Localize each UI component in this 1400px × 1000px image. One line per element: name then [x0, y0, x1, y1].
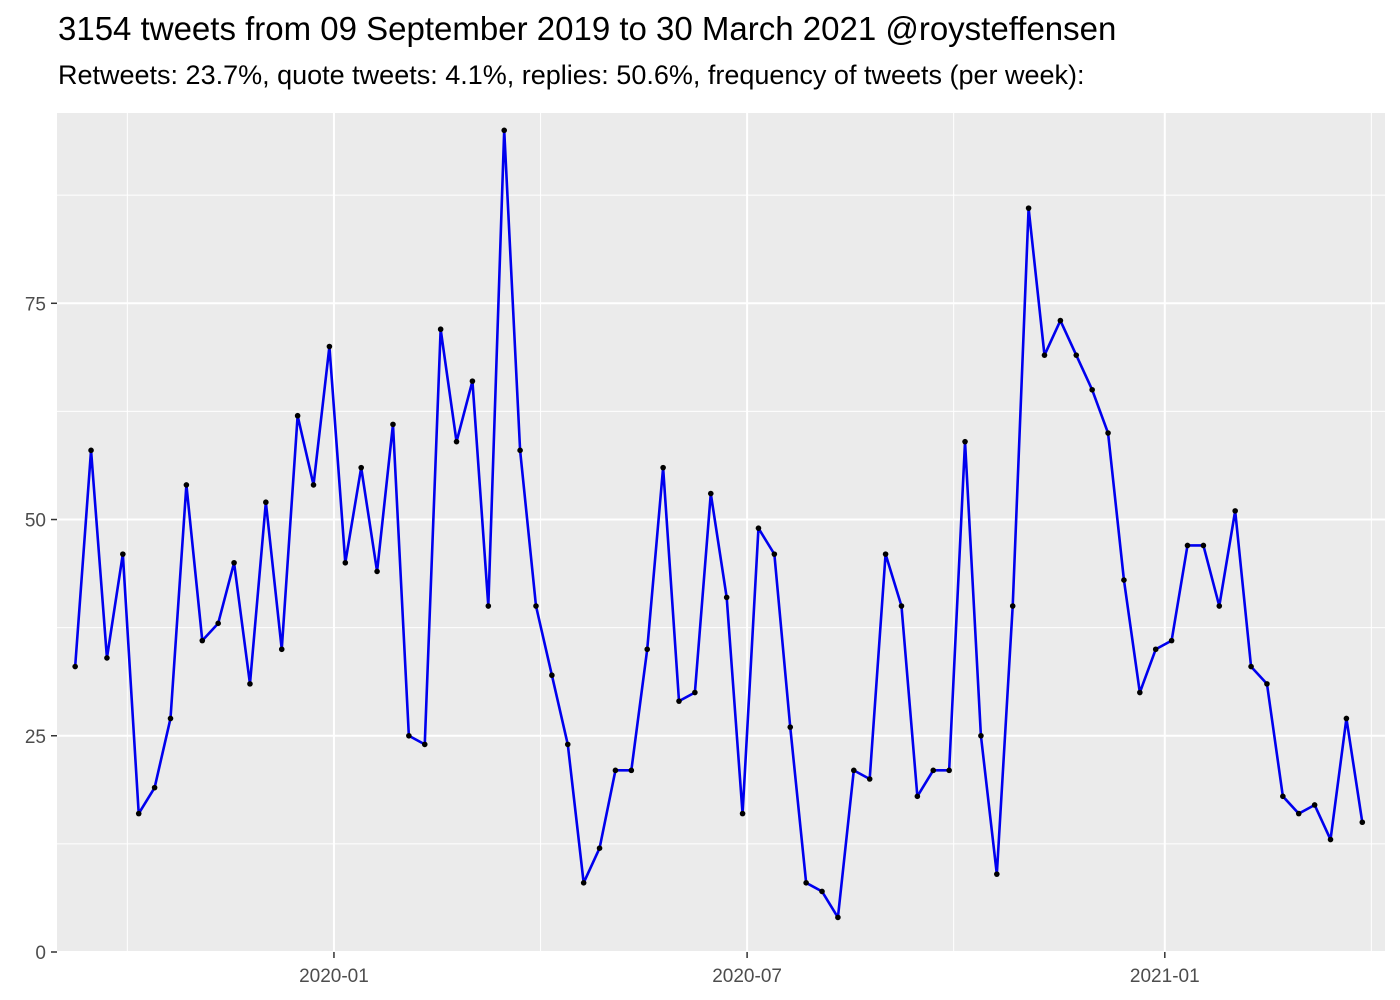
data-point [1359, 819, 1366, 826]
data-point [167, 715, 174, 722]
data-point [1089, 386, 1095, 393]
data-point [1200, 542, 1207, 549]
data-point [469, 378, 476, 384]
data-point [263, 499, 269, 506]
data-point [1041, 352, 1048, 358]
data-point [1152, 646, 1159, 653]
data-point [215, 620, 221, 627]
data-point [755, 525, 762, 531]
data-point [1343, 715, 1350, 722]
data-point [628, 767, 635, 774]
data-point [533, 603, 539, 609]
data-point [390, 421, 396, 428]
data-point [819, 888, 825, 895]
data-point [1216, 603, 1223, 609]
data-point [1137, 689, 1143, 696]
data-point [406, 732, 412, 739]
data-point [1327, 836, 1334, 843]
data-point [1295, 810, 1302, 817]
data-point [120, 551, 126, 557]
chart-subtitle: Retweets: 23.7%, quote tweets: 4.1%, rep… [58, 60, 1085, 90]
data-point [1057, 317, 1064, 324]
data-point [898, 603, 905, 609]
data-point [787, 724, 794, 730]
y-tick-label: 75 [25, 294, 46, 315]
data-point [612, 767, 619, 774]
data-point [1009, 603, 1016, 609]
data-point [278, 646, 285, 653]
data-point [1248, 663, 1254, 670]
data-point [803, 880, 809, 886]
y-tick-label: 50 [25, 511, 46, 532]
data-point [994, 871, 1000, 877]
data-point [596, 845, 603, 852]
chart-title: 3154 tweets from 09 September 2019 to 30… [58, 10, 1117, 47]
data-point [1121, 577, 1127, 583]
data-point [183, 482, 190, 488]
data-point [851, 767, 857, 774]
data-point [437, 326, 444, 333]
data-point [580, 880, 587, 886]
data-point [1025, 205, 1032, 211]
data-point [294, 412, 301, 419]
data-point [1280, 793, 1286, 800]
minor-gridlines [57, 113, 1385, 952]
data-point [962, 438, 968, 445]
data-point [310, 482, 317, 488]
data-point [707, 490, 714, 497]
data-point [421, 741, 428, 748]
x-tick-label: 2020-07 [712, 966, 782, 987]
data-point [660, 464, 666, 471]
data-point [1311, 802, 1318, 808]
y-tick-label: 25 [25, 727, 46, 748]
data-point [723, 594, 730, 601]
data-point [1105, 430, 1111, 436]
data-point [135, 810, 142, 817]
data-point [882, 551, 889, 557]
data-point [549, 672, 555, 679]
y-tick-label: 0 [35, 943, 46, 964]
data-point [485, 603, 492, 609]
data-point [676, 698, 682, 704]
data-point [358, 464, 364, 471]
data-point [771, 551, 778, 557]
major-gridlines [57, 113, 1385, 953]
data-point [342, 559, 349, 566]
data-point [564, 741, 571, 748]
data-point [835, 914, 841, 921]
data-point [453, 438, 460, 445]
y-axis: 0 25 50 75 [25, 294, 57, 964]
data-point [88, 447, 94, 454]
series-line [73, 129, 1364, 919]
data-point [1232, 508, 1238, 514]
data-point [946, 767, 952, 774]
data-point [1184, 542, 1191, 549]
data-point [517, 447, 523, 454]
data-point [326, 343, 333, 350]
x-axis: 2020-01 2020-07 2021-01 [299, 952, 1200, 987]
data-point [930, 767, 937, 774]
data-point [914, 793, 921, 800]
data-point [1073, 352, 1080, 358]
data-point [692, 689, 698, 696]
data-point [739, 810, 746, 817]
data-point [978, 732, 984, 739]
data-point [374, 568, 380, 575]
x-tick-label: 2021-01 [1130, 966, 1200, 987]
data-point [72, 663, 78, 670]
data-point [151, 784, 158, 791]
data-point [501, 127, 508, 134]
series-layer [72, 127, 1366, 921]
data-point [247, 681, 253, 687]
data-point [104, 655, 110, 661]
data-point [199, 637, 206, 644]
data-point [866, 776, 873, 782]
data-point [644, 646, 651, 653]
plot-panel [57, 113, 1385, 952]
data-point [1168, 637, 1175, 644]
x-tick-label: 2020-01 [299, 966, 369, 987]
data-point [231, 559, 237, 566]
data-point [1264, 681, 1270, 687]
